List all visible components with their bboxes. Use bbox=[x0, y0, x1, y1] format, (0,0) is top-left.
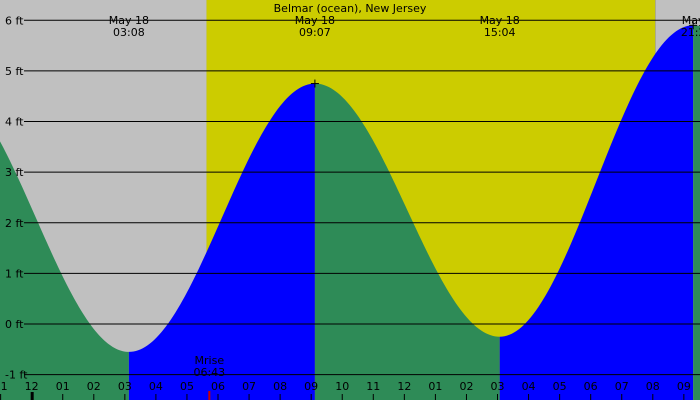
falling-tide-area bbox=[314, 83, 500, 400]
y-tick-label: -1 ft bbox=[5, 369, 28, 382]
extreme-time-label: 03:08 bbox=[113, 26, 145, 39]
falling-tide-area bbox=[693, 25, 700, 400]
x-tick-label: 10 bbox=[335, 380, 349, 393]
tide-area-layer bbox=[0, 25, 700, 400]
x-tick-label: 07 bbox=[615, 380, 629, 393]
midnight-marker bbox=[30, 392, 34, 400]
x-tick-label: 03 bbox=[491, 380, 505, 393]
x-tick-label: 11 bbox=[0, 380, 8, 393]
x-tick-label: 05 bbox=[180, 380, 194, 393]
chart-title: Belmar (ocean), New Jersey bbox=[274, 2, 427, 15]
x-tick-label: 02 bbox=[459, 380, 473, 393]
x-tick-label: 04 bbox=[522, 380, 536, 393]
x-tick-label: 08 bbox=[646, 380, 660, 393]
y-tick-label: 5 ft bbox=[5, 65, 24, 78]
x-tick-label: 01 bbox=[428, 380, 442, 393]
x-tick-label: 06 bbox=[211, 380, 225, 393]
x-tick-label: 07 bbox=[242, 380, 256, 393]
extreme-date-label: May 18 bbox=[295, 14, 335, 27]
y-tick-label: 6 ft bbox=[5, 14, 24, 27]
extreme-time-label: 09:07 bbox=[299, 26, 331, 39]
falling-tide-area bbox=[0, 141, 129, 400]
x-tick-label: 09 bbox=[677, 380, 691, 393]
extreme-time-label: 15:04 bbox=[484, 26, 516, 39]
x-tick-label: 08 bbox=[273, 380, 287, 393]
extreme-time-label: 21:2 bbox=[681, 26, 700, 39]
y-tick-label: 4 ft bbox=[5, 116, 24, 129]
x-tick-label: 12 bbox=[397, 380, 411, 393]
gridlines bbox=[0, 19, 700, 400]
x-tick-label: 03 bbox=[118, 380, 132, 393]
labels-layer: Belmar (ocean), New Jersey -1 ft 0 ft 1 ft… bbox=[0, 2, 700, 393]
moonrise-label: Mrise bbox=[195, 354, 225, 367]
x-tick-label: 11 bbox=[366, 380, 380, 393]
y-tick-label: 0 ft bbox=[5, 318, 24, 331]
x-tick-label: 12 bbox=[25, 380, 39, 393]
x-tick-label: 02 bbox=[87, 380, 101, 393]
extreme-date-label: May bbox=[682, 14, 700, 27]
extreme-date-label: May 18 bbox=[480, 14, 520, 27]
y-tick-label: 1 ft bbox=[5, 267, 24, 280]
x-tick-label: 04 bbox=[149, 380, 163, 393]
moonrise-time-label: 06:43 bbox=[193, 366, 225, 379]
x-tick-label: 06 bbox=[584, 380, 598, 393]
extreme-date-label: May 18 bbox=[109, 14, 149, 27]
y-tick-label: 3 ft bbox=[5, 166, 24, 179]
x-tick-label: 05 bbox=[553, 380, 567, 393]
rising-tide-area bbox=[499, 25, 694, 400]
rising-tide-area bbox=[128, 83, 315, 400]
x-tick-label: 01 bbox=[56, 380, 70, 393]
x-tick-label: 09 bbox=[304, 380, 318, 393]
y-tick-label: 2 ft bbox=[5, 217, 24, 230]
